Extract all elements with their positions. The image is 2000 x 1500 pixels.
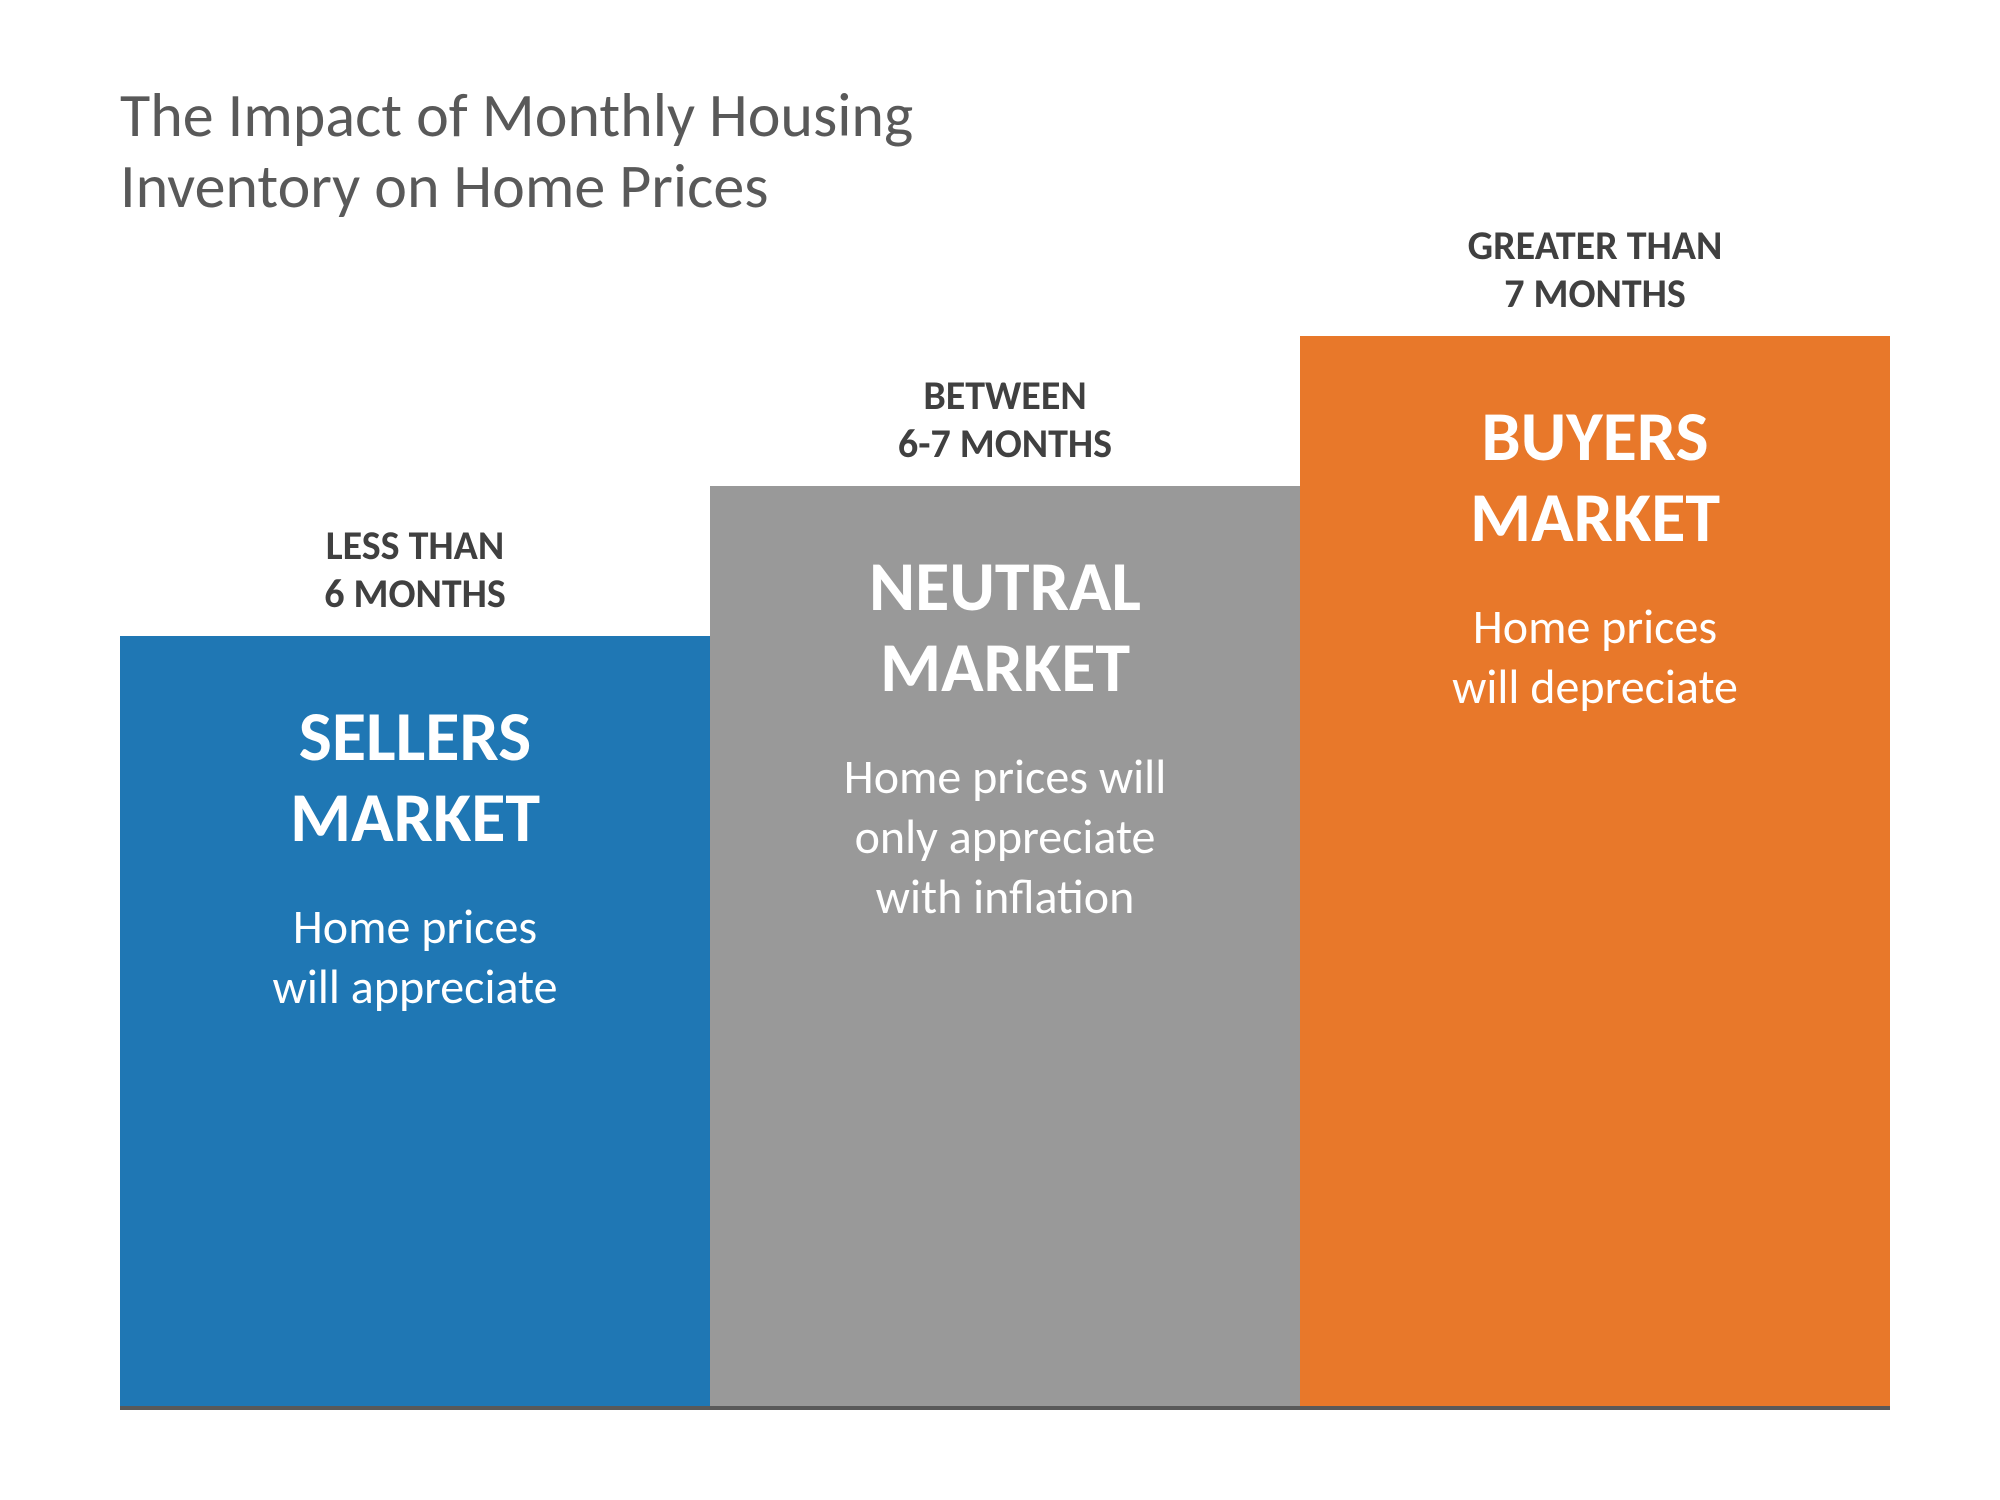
- bar-label-neutral: BETWEEN 6-7 MONTHS: [898, 372, 1112, 468]
- housing-inventory-chart: The Impact of Monthly Housing Inventory …: [120, 80, 1890, 1410]
- chart-title: The Impact of Monthly Housing Inventory …: [120, 80, 913, 223]
- bars-wrapper: LESS THAN 6 MONTHS SELLERS MARKET Home p…: [120, 222, 1890, 1406]
- bar-group-sellers: LESS THAN 6 MONTHS SELLERS MARKET Home p…: [120, 522, 710, 1406]
- bar-subtitle-neutral: Home prices will only appreciate with in…: [844, 747, 1166, 927]
- bar-title-sellers: SELLERS MARKET: [290, 696, 540, 857]
- bar-title-neutral: NEUTRAL MARKET: [869, 546, 1141, 707]
- bar-sellers: SELLERS MARKET Home prices will apprecia…: [120, 636, 710, 1406]
- bar-label-buyers: GREATER THAN 7 MONTHS: [1468, 222, 1723, 318]
- bar-label-sellers: LESS THAN 6 MONTHS: [324, 522, 506, 618]
- bar-title-buyers: BUYERS MARKET: [1470, 396, 1720, 557]
- bar-subtitle-sellers: Home prices will appreciate: [273, 897, 558, 1017]
- bar-group-neutral: BETWEEN 6-7 MONTHS NEUTRAL MARKET Home p…: [710, 372, 1300, 1406]
- bar-subtitle-buyers: Home prices will depreciate: [1452, 597, 1738, 717]
- bar-neutral: NEUTRAL MARKET Home prices will only app…: [710, 486, 1300, 1406]
- bar-group-buyers: GREATER THAN 7 MONTHS BUYERS MARKET Home…: [1300, 222, 1890, 1406]
- bar-buyers: BUYERS MARKET Home prices will depreciat…: [1300, 336, 1890, 1406]
